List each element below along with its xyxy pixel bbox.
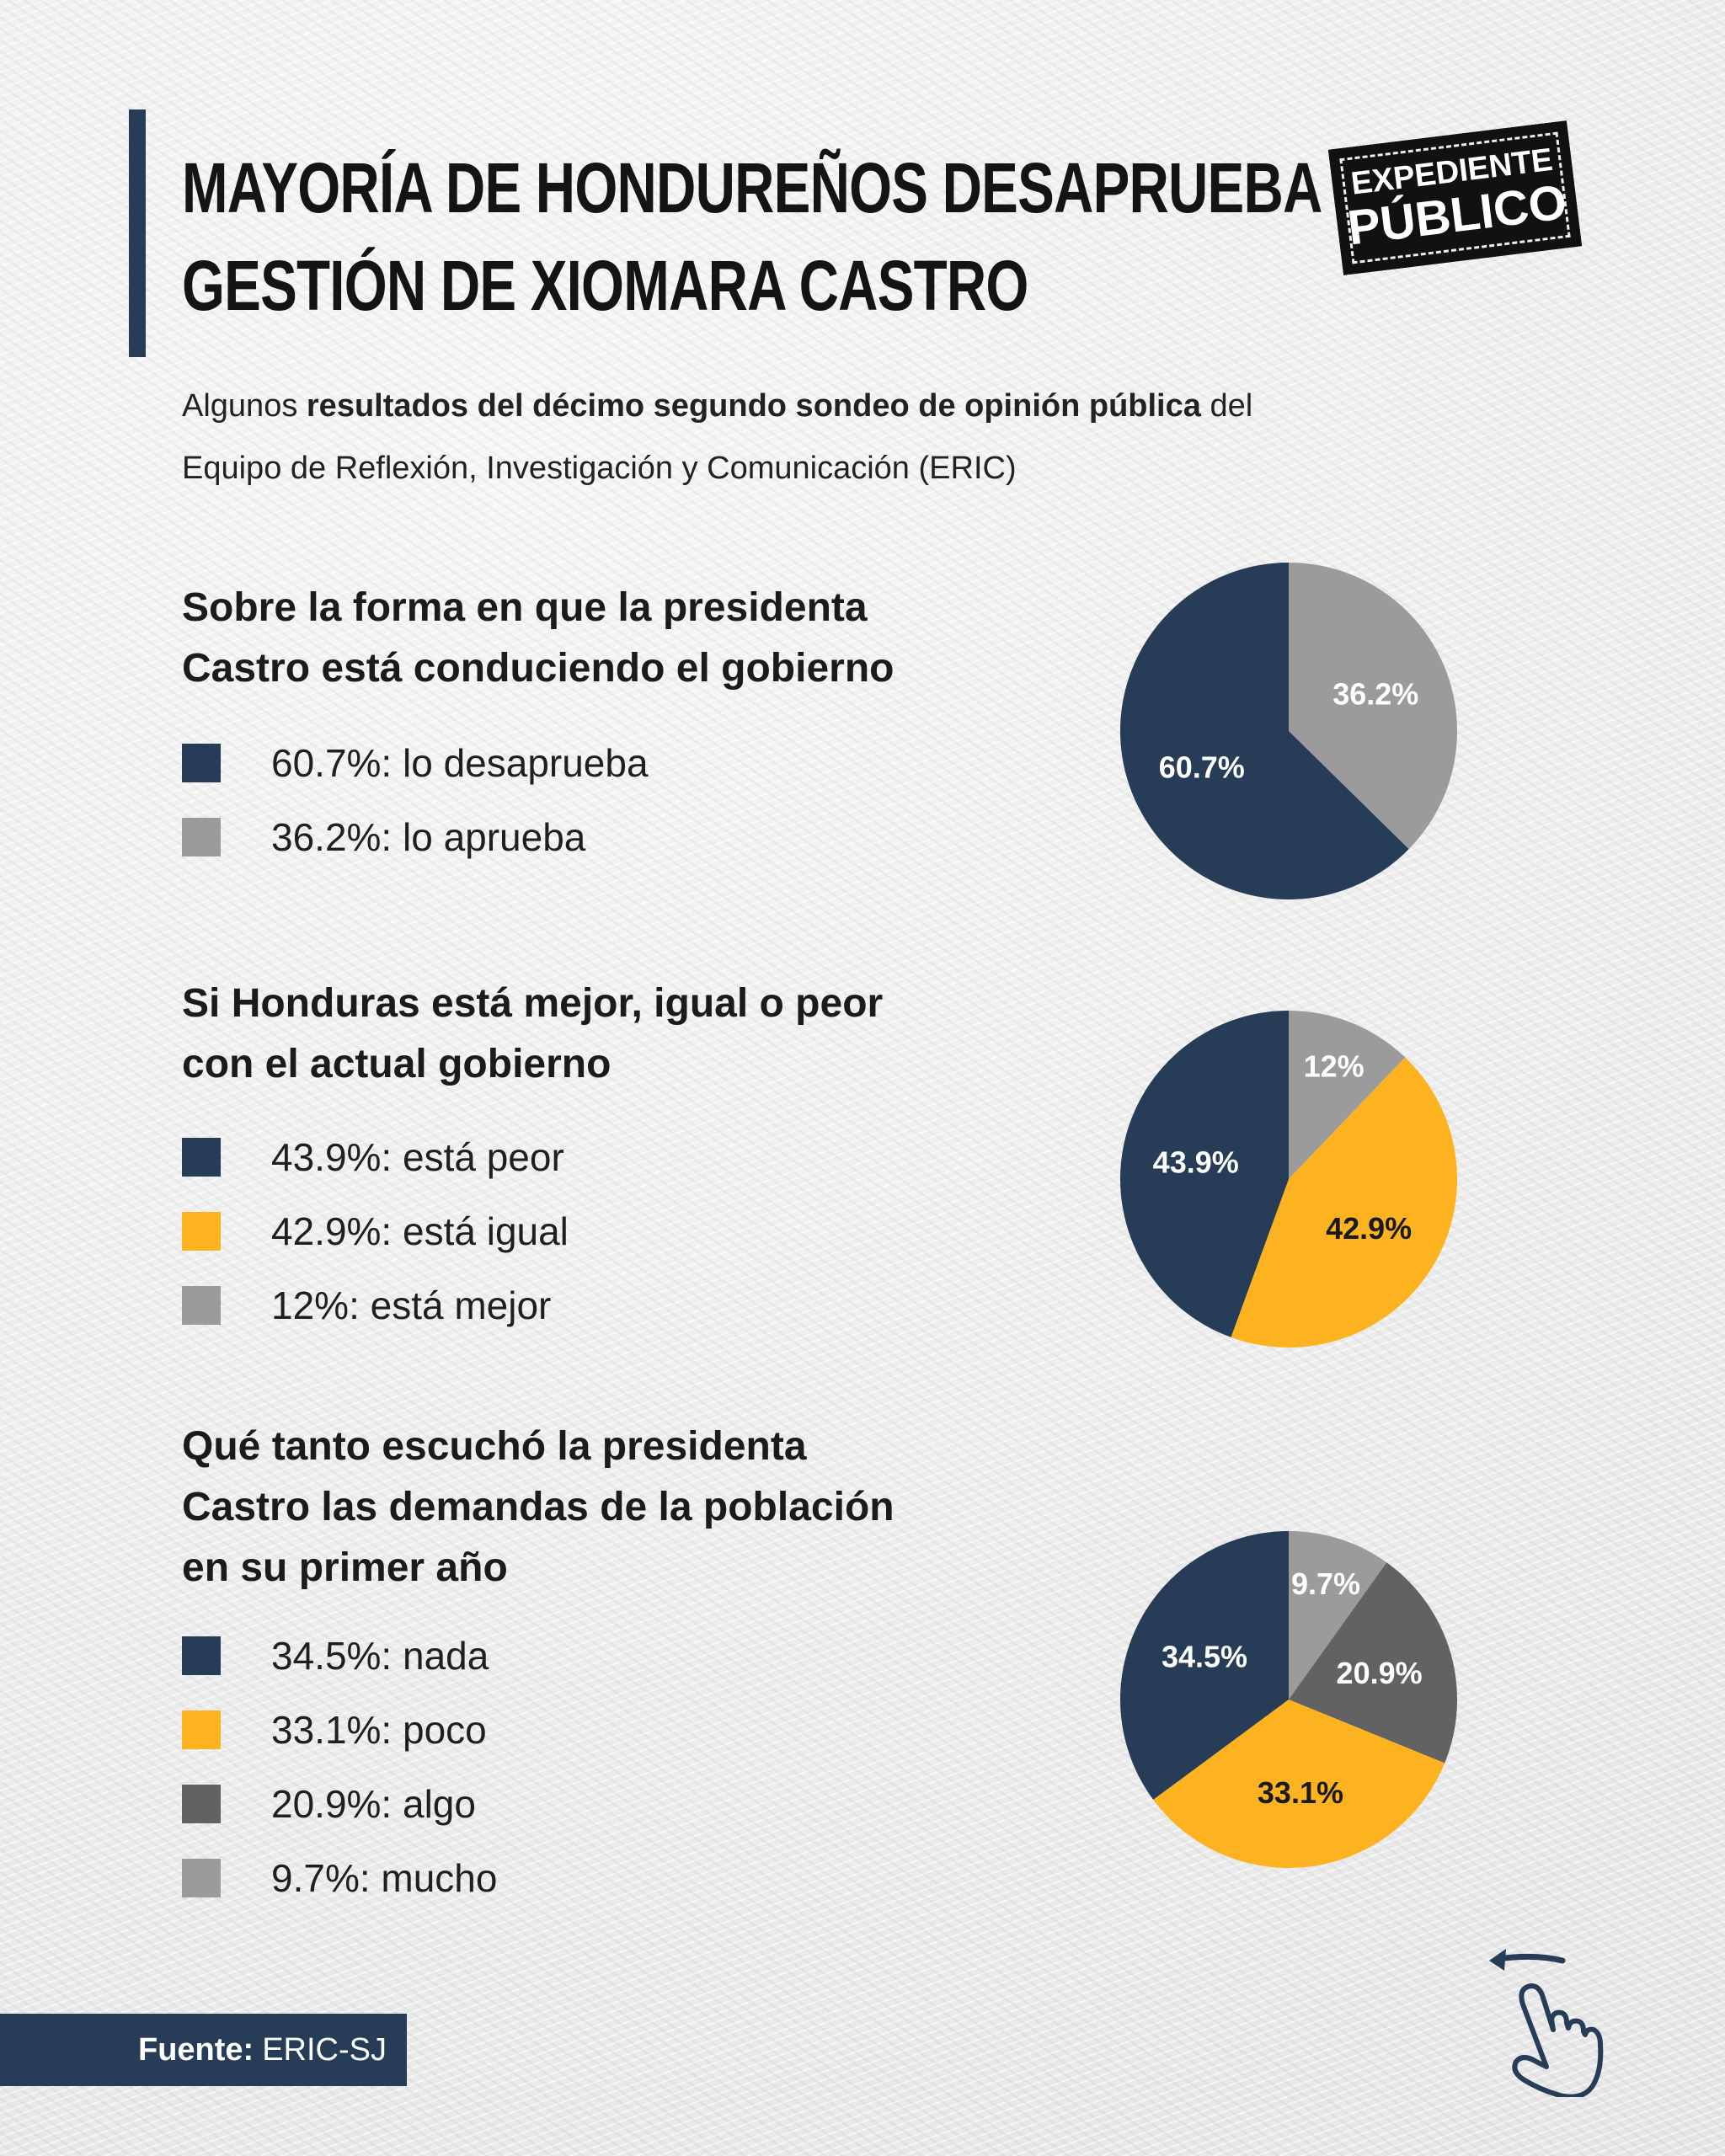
pie-slice-lo-aprueba <box>1289 563 1457 850</box>
legend-item: 20.9%: algo <box>182 1767 497 1841</box>
swipe-arrow-head <box>1489 1949 1506 1971</box>
legend-label: 60.7%: lo desaprueba <box>271 741 649 785</box>
pie-slice-poco <box>1153 1700 1445 1868</box>
expediente-publico-logo: EXPEDIENTE PÚBLICO <box>1327 120 1583 275</box>
legend-swatch <box>182 1286 221 1325</box>
pie-data-label: 36.2% <box>1332 677 1418 712</box>
pie-3-svg: 9.7% 20.9% 33.1% 34.5% <box>1120 1531 1457 1868</box>
logo-stamp: EXPEDIENTE PÚBLICO <box>1327 120 1583 275</box>
pie-slice-mucho <box>1289 1531 1387 1700</box>
pie-data-label: 33.1% <box>1258 1775 1343 1810</box>
legend-swatch <box>182 744 221 782</box>
title-accent-bar <box>129 109 146 357</box>
question-3-title: Qué tanto escuchó la presidenta Castro l… <box>182 1417 895 1598</box>
pie-chart-3: 9.7% 20.9% 33.1% 34.5% <box>1112 1523 1466 1876</box>
legend-item: 42.9%: está igual <box>182 1194 569 1268</box>
legend-label: 20.9%: algo <box>271 1782 476 1826</box>
page-title: MAYORÍA DE HONDUREÑOS DESAPRUEBA GESTIÓN… <box>182 139 1322 334</box>
subtitle-line-2: Equipo de Reflexión, Investigación y Com… <box>182 451 1017 486</box>
question-3-line-2: Castro las demandas de la población <box>182 1485 895 1529</box>
pie-chart-1: 36.2% 60.7% <box>1112 554 1466 908</box>
legend-item: 36.2%: lo aprueba <box>182 800 649 874</box>
legend-2: 43.9%: está peor 42.9%: está igual 12%: es… <box>182 1120 569 1342</box>
pie-data-label: 42.9% <box>1326 1211 1412 1246</box>
legend-label: 12%: está mejor <box>271 1283 552 1327</box>
subtitle: Algunos resultados del décimo segundo so… <box>182 375 1487 499</box>
legend-swatch <box>182 1859 221 1897</box>
question-1-line-1: Sobre la forma en que la presidenta <box>182 585 868 630</box>
pie-chart-2: 12% 42.9% 43.9% <box>1112 1002 1466 1356</box>
source-value: ERIC-SJ <box>262 2031 387 2068</box>
pie-1-svg: 36.2% 60.7% <box>1120 563 1457 899</box>
pie-2-svg: 12% 42.9% 43.9% <box>1120 1011 1457 1348</box>
legend-1: 60.7%: lo desaprueba 36.2%: lo aprueba <box>182 726 649 874</box>
legend-label: 34.5%: nada <box>271 1634 489 1678</box>
legend-item: 33.1%: poco <box>182 1693 497 1767</box>
source-label: Fuente: <box>137 2031 254 2068</box>
legend-3: 34.5%: nada 33.1%: poco 20.9%: algo 9.7%: m… <box>182 1619 497 1915</box>
subtitle-bold: resultados del décimo segundo sondeo de … <box>306 388 1201 424</box>
pie-data-label: 60.7% <box>1159 750 1245 784</box>
legend-item: 43.9%: está peor <box>182 1120 569 1194</box>
swipe-icon-svg <box>1489 1949 1604 2100</box>
pie-data-label: 34.5% <box>1162 1640 1247 1674</box>
legend-swatch <box>182 1212 221 1251</box>
pie-data-label: 43.9% <box>1153 1145 1239 1180</box>
question-2-line-1: Si Honduras está mejor, igual o peor <box>182 981 884 1026</box>
question-2-line-2: con el actual gobierno <box>182 1042 611 1086</box>
legend-swatch <box>182 1138 221 1177</box>
legend-swatch <box>182 1785 221 1823</box>
legend-label: 42.9%: está igual <box>271 1209 569 1253</box>
swipe-arrow-shaft <box>1496 1953 1566 1964</box>
question-3-line-1: Qué tanto escuchó la presidenta <box>182 1424 807 1469</box>
question-3-line-3: en su primer año <box>182 1545 508 1590</box>
pie-slice-está-igual <box>1231 1057 1457 1348</box>
title-line-2: GESTIÓN DE XIOMARA CASTRO <box>182 246 1028 325</box>
question-2-title: Si Honduras está mejor, igual o peor con… <box>182 974 883 1095</box>
question-1-line-2: Castro está conduciendo el gobierno <box>182 646 895 691</box>
legend-label: 43.9%: está peor <box>271 1135 564 1179</box>
question-1-title: Sobre la forma en que la presidenta Cast… <box>182 578 894 699</box>
legend-item: 12%: está mejor <box>182 1268 569 1342</box>
swipe-left-hand-icon[interactable] <box>1466 1945 1617 2100</box>
legend-swatch <box>182 1636 221 1675</box>
logo-text-line-2: PÚBLICO <box>1344 174 1570 256</box>
pie-slice-está-mejor <box>1289 1011 1406 1179</box>
pie-slice-está-peor <box>1120 1011 1289 1337</box>
pie-slice-nada <box>1120 1531 1289 1800</box>
pie-data-label: 20.9% <box>1337 1656 1423 1690</box>
legend-swatch <box>182 818 221 857</box>
legend-label: 33.1%: poco <box>271 1708 487 1752</box>
pie-slice-lo-desaprueba <box>1120 563 1409 899</box>
hand-outline <box>1512 1983 1604 2100</box>
source-footer: Fuente: ERIC-SJ <box>0 2014 407 2086</box>
legend-swatch <box>182 1710 221 1749</box>
legend-label: 36.2%: lo aprueba <box>271 815 586 859</box>
legend-item: 34.5%: nada <box>182 1619 497 1693</box>
legend-label: 9.7%: mucho <box>271 1856 498 1900</box>
legend-item: 60.7%: lo desaprueba <box>182 726 649 800</box>
subtitle-suffix: del <box>1200 388 1253 424</box>
logo-text-line-1: EXPEDIENTE <box>1348 141 1555 202</box>
pie-slice-algo <box>1289 1562 1457 1764</box>
pie-data-label: 9.7% <box>1291 1566 1360 1601</box>
pie-data-label: 12% <box>1304 1049 1365 1083</box>
legend-item: 9.7%: mucho <box>182 1841 497 1915</box>
subtitle-prefix: Algunos <box>182 388 307 424</box>
title-line-1: MAYORÍA DE HONDUREÑOS DESAPRUEBA <box>182 148 1322 227</box>
